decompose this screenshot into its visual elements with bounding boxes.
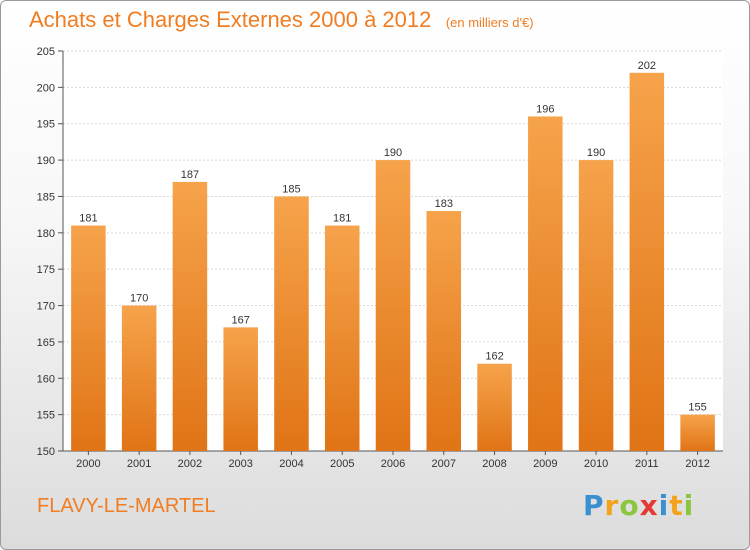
y-tick-label: 160 <box>37 373 55 385</box>
x-tick-label: 2012 <box>685 458 709 470</box>
x-tick-label: 2011 <box>635 458 659 470</box>
y-tick-label: 170 <box>37 301 55 313</box>
x-tick-label: 2001 <box>127 458 151 470</box>
y-tick-label: 155 <box>37 410 55 422</box>
bar <box>528 116 563 452</box>
y-tick-label: 180 <box>37 228 55 240</box>
bar <box>71 225 106 451</box>
data-label: 183 <box>435 198 453 210</box>
data-label: 170 <box>130 293 148 305</box>
y-tick-label: 205 <box>37 46 55 58</box>
bar <box>680 414 715 451</box>
x-tick-label: 2008 <box>482 458 506 470</box>
bar <box>375 160 411 451</box>
data-label: 187 <box>181 169 199 181</box>
bar <box>223 327 258 451</box>
chart-title: Achats et Charges Externes 2000 à 2012 (… <box>29 7 534 33</box>
logo-letter: i <box>683 489 695 522</box>
place-name: FLAVY-LE-MARTEL <box>37 495 216 517</box>
bar <box>121 305 157 451</box>
x-tick-label: 2005 <box>330 458 354 470</box>
x-tick-label: 2002 <box>178 458 202 470</box>
data-label: 155 <box>688 402 706 414</box>
logo-letter: P <box>583 489 605 522</box>
logo-letter: o <box>619 489 640 522</box>
bar <box>426 211 462 451</box>
x-tick-label: 2006 <box>381 458 405 470</box>
subtitle-text: (en milliers d'€) <box>445 15 534 30</box>
x-tick-label: 2010 <box>584 458 608 470</box>
bar <box>324 225 360 451</box>
x-tick-label: 2003 <box>228 458 252 470</box>
data-label: 167 <box>232 314 250 326</box>
x-tick-label: 2000 <box>76 458 100 470</box>
data-label: 190 <box>587 147 605 159</box>
data-label: 162 <box>485 351 503 363</box>
proxiti-logo: Proxiti <box>583 489 694 522</box>
y-tick-label: 175 <box>37 264 55 276</box>
bar <box>274 196 309 451</box>
title-text: Achats et Charges Externes 2000 à 2012 <box>29 7 432 32</box>
data-label: 181 <box>333 213 351 225</box>
x-tick-label: 2007 <box>432 458 456 470</box>
logo-letter: x <box>639 489 659 522</box>
bar <box>578 160 614 451</box>
data-label: 190 <box>384 147 402 159</box>
y-tick-label: 165 <box>37 337 55 349</box>
logo-letter: t <box>669 489 684 522</box>
x-tick-label: 2009 <box>533 458 557 470</box>
y-tick-label: 150 <box>37 446 55 458</box>
logo-letter: r <box>604 489 620 522</box>
y-tick-label: 195 <box>37 119 55 131</box>
bar <box>629 72 665 452</box>
y-tick-label: 200 <box>37 82 55 94</box>
x-tick-label: 2004 <box>279 458 303 470</box>
data-label: 202 <box>638 60 656 72</box>
logo-letter: i <box>658 489 670 522</box>
data-label: 185 <box>282 183 300 195</box>
data-label: 196 <box>536 103 554 115</box>
bar <box>477 363 512 451</box>
y-tick-label: 185 <box>37 191 55 203</box>
bar <box>172 181 208 451</box>
y-tick-label: 190 <box>37 155 55 167</box>
data-label: 181 <box>79 213 97 225</box>
